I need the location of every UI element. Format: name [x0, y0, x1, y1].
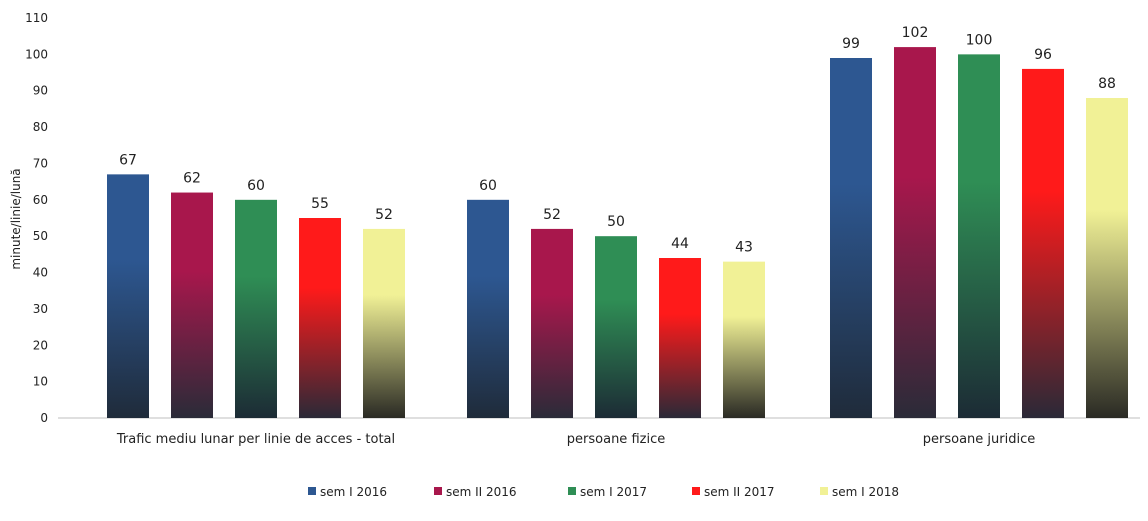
y-axis-label: minute/linie/lună [9, 168, 23, 269]
y-tick-label: 100 [25, 47, 48, 61]
data-label: 50 [607, 214, 625, 230]
data-label: 100 [966, 32, 993, 48]
bar [235, 199, 277, 418]
data-label: 55 [311, 196, 329, 212]
y-tick-label: 30 [33, 302, 48, 316]
y-tick-label: 50 [33, 229, 48, 243]
data-label: 60 [247, 178, 265, 194]
category-label: persoane fizice [567, 432, 665, 447]
bar [171, 192, 213, 418]
bar [363, 228, 405, 418]
data-label: 60 [479, 178, 497, 194]
data-label: 52 [375, 207, 393, 223]
y-tick-label: 110 [25, 11, 48, 25]
bar [1022, 68, 1064, 418]
y-tick-label: 80 [33, 120, 48, 134]
legend-label: sem I 2016 [320, 485, 387, 499]
category-label: persoane juridice [923, 432, 1035, 447]
bar [299, 218, 341, 418]
data-label: 99 [842, 36, 860, 52]
legend-swatch [820, 487, 828, 495]
y-tick-label: 10 [33, 375, 48, 389]
bar [830, 58, 872, 418]
bar [1086, 98, 1128, 418]
data-label: 62 [183, 171, 201, 187]
y-tick-label: 20 [33, 338, 48, 352]
legend-label: sem I 2017 [580, 485, 647, 499]
data-labels-group: 67 62 60 55 52 60 52 50 44 43 99 102 100 96 88 [119, 25, 1116, 256]
data-label: 52 [543, 207, 561, 223]
bar [107, 174, 149, 418]
category-labels-group: Trafic mediu lunar per linie de acces - … [116, 432, 1035, 447]
data-label: 96 [1034, 47, 1052, 63]
data-label: 67 [119, 152, 137, 168]
bar [958, 54, 1000, 418]
y-tick-label: 70 [33, 156, 48, 170]
bars-group [107, 47, 1128, 418]
data-label: 43 [735, 240, 753, 256]
category-label: Trafic mediu lunar per linie de acces - … [116, 432, 395, 447]
legend-label: sem II 2017 [704, 485, 775, 499]
data-label: 102 [902, 25, 929, 41]
legend-swatch [308, 487, 316, 495]
bar [595, 236, 637, 418]
bar [467, 199, 509, 418]
legend-label: sem II 2016 [446, 485, 517, 499]
legend-swatch [692, 487, 700, 495]
y-axis: 0 10 20 30 40 50 60 70 80 90 100 110 [25, 11, 48, 425]
y-tick-label: 90 [33, 84, 48, 98]
legend-label: sem I 2018 [832, 485, 899, 499]
data-label: 44 [671, 236, 689, 252]
y-tick-label: 60 [33, 193, 48, 207]
legend-swatch [568, 487, 576, 495]
bar [723, 261, 765, 418]
legend-swatch [434, 487, 442, 495]
y-tick-label: 40 [33, 266, 48, 280]
legend: sem I 2016 sem II 2016 sem I 2017 sem II 20… [308, 485, 899, 499]
bar [531, 228, 573, 418]
bar [659, 258, 701, 418]
bar [894, 47, 936, 418]
data-label: 88 [1098, 76, 1116, 92]
y-tick-label: 0 [40, 411, 48, 425]
